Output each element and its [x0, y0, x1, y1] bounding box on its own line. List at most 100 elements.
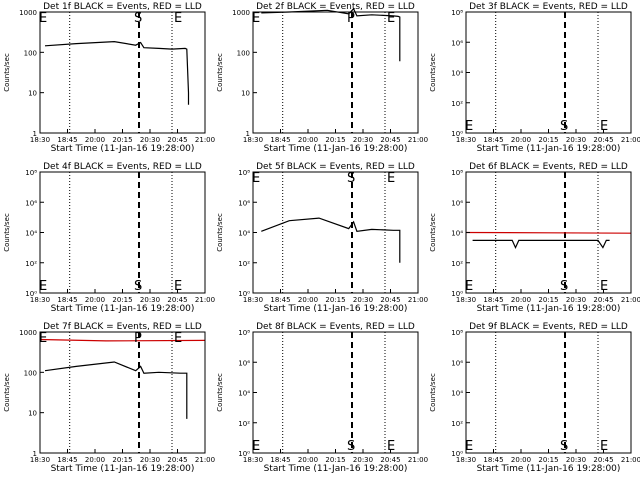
x-tick-label: 21:00 [621, 136, 640, 144]
y-tick-label: 1000 [19, 9, 37, 17]
plot-frame [252, 331, 419, 454]
x-tick-label: 20:00 [298, 456, 318, 464]
start-marker: S [134, 279, 142, 294]
detector-panel: Det 5f BLACK = Events, RED = LLD 10⁰ 10² 10… [213, 160, 428, 320]
plot-frame [465, 331, 632, 454]
detector-panel: Det 1f BLACK = Events, RED = LLD 1 10 100 10… [0, 0, 215, 160]
start-marker: S [560, 279, 568, 294]
y-tick-label: 10⁶ [238, 359, 250, 367]
end-marker-right: E [600, 439, 608, 454]
y-tick-label: 10² [451, 420, 463, 428]
x-tick-label: 20:30 [566, 296, 586, 304]
chart-title: Det 5f BLACK = Events, RED = LLD [256, 162, 415, 172]
y-tick-label: 100 [237, 49, 250, 57]
end-marker-right: E [174, 331, 182, 346]
y-tick-label: 10⁶ [451, 199, 463, 207]
chart-title: Det 9f BLACK = Events, RED = LLD [469, 322, 628, 332]
y-tick-label: 10⁸ [238, 169, 250, 177]
x-tick-label: 18:30 [243, 296, 263, 304]
x-tick-label: 20:30 [140, 456, 160, 464]
end-marker-left: E [39, 11, 47, 26]
detector-chart: Det 1f BLACK = Events, RED = LLD 1 10 100 10… [3, 2, 215, 154]
detector-chart: Det 2f BLACK = Events, RED = LLD 1 10 100 10… [216, 2, 428, 154]
x-tick-label: 20:15 [538, 296, 558, 304]
detector-chart: Det 4f BLACK = Events, RED = LLD 10⁰ 10² 10… [3, 162, 215, 314]
detector-panel: Det 9f BLACK = Events, RED = LLD 10⁰ 10² 10… [426, 320, 640, 480]
detector-chart: Det 8f BLACK = Events, RED = LLD 10⁰ 10² 10… [216, 322, 428, 474]
x-tick-label: 18:45 [57, 136, 77, 144]
end-marker-left: E [465, 439, 473, 454]
x-tick-label: 18:30 [243, 456, 263, 464]
end-marker-right: E [387, 11, 395, 26]
x-tick-label: 18:45 [57, 456, 77, 464]
x-axis-label: Start Time (11-Jan-16 19:28:00) [264, 144, 408, 154]
x-tick-label: 20:00 [511, 456, 531, 464]
x-tick-label: 20:45 [593, 136, 613, 144]
start-marker: P [134, 331, 142, 346]
x-tick-label: 20:30 [353, 456, 373, 464]
chart-title: Det 6f BLACK = Events, RED = LLD [469, 162, 628, 172]
x-axis-label: Start Time (11-Jan-16 19:28:00) [51, 304, 195, 314]
y-tick-label: 10⁴ [238, 230, 250, 238]
y-tick-label: 1 [246, 130, 250, 138]
x-axis-label: Start Time (11-Jan-16 19:28:00) [264, 304, 408, 314]
y-tick-label: 10⁸ [238, 329, 250, 337]
y-tick-label: 10⁰ [451, 290, 463, 298]
x-tick-label: 20:30 [566, 456, 586, 464]
y-tick-label: 10⁴ [451, 70, 463, 78]
chart-title: Det 3f BLACK = Events, RED = LLD [469, 2, 628, 12]
events-series-line [44, 40, 190, 105]
x-axis-label: Start Time (11-Jan-16 19:28:00) [477, 144, 621, 154]
x-tick-label: 20:15 [325, 296, 345, 304]
y-axis-label: Counts/sec [3, 373, 11, 412]
y-tick-label: 10⁶ [238, 199, 250, 207]
y-tick-label: 10⁸ [25, 169, 37, 177]
x-tick-label: 18:45 [270, 136, 290, 144]
y-tick-label: 1 [33, 450, 37, 458]
x-tick-label: 18:45 [483, 136, 503, 144]
x-tick-label: 18:30 [456, 136, 476, 144]
x-tick-label: 18:45 [270, 456, 290, 464]
x-tick-label: 20:45 [167, 136, 187, 144]
y-tick-label: 100 [24, 49, 37, 57]
start-marker: S [347, 171, 355, 186]
y-tick-label: 10² [238, 260, 250, 268]
x-tick-label: 20:30 [353, 296, 373, 304]
y-tick-label: 10² [25, 260, 37, 268]
y-tick-label: 10 [28, 410, 37, 418]
x-tick-label: 20:45 [380, 456, 400, 464]
x-tick-label: 20:15 [112, 136, 132, 144]
y-tick-label: 10² [451, 100, 463, 108]
start-marker: S [560, 119, 568, 134]
start-marker: S [134, 11, 142, 26]
x-tick-label: 21:00 [621, 296, 640, 304]
y-tick-label: 10⁰ [238, 450, 250, 458]
y-tick-label: 10⁶ [451, 39, 463, 47]
y-tick-label: 1000 [232, 9, 250, 17]
x-tick-label: 18:30 [456, 296, 476, 304]
x-tick-label: 21:00 [408, 136, 428, 144]
chart-title: Det 4f BLACK = Events, RED = LLD [43, 162, 202, 172]
x-tick-label: 20:45 [380, 296, 400, 304]
x-tick-label: 21:00 [408, 296, 428, 304]
y-tick-label: 10⁴ [451, 390, 463, 398]
y-tick-label: 10⁰ [25, 290, 37, 298]
x-axis-label: Start Time (11-Jan-16 19:28:00) [477, 304, 621, 314]
x-tick-label: 20:00 [85, 296, 105, 304]
x-tick-label: 20:00 [298, 296, 318, 304]
end-marker-left: E [39, 331, 47, 346]
detector-panel: Det 7f BLACK = Events, RED = LLD 1 10 100 10… [0, 320, 215, 480]
y-axis-label: Counts/sec [429, 373, 437, 412]
y-tick-label: 10⁰ [238, 290, 250, 298]
x-tick-label: 20:30 [140, 136, 160, 144]
detector-chart: Det 5f BLACK = Events, RED = LLD 10⁰ 10² 10… [216, 162, 428, 314]
x-tick-label: 18:30 [243, 136, 263, 144]
detector-chart: Det 7f BLACK = Events, RED = LLD 1 10 100 10… [3, 322, 215, 474]
y-tick-label: 10⁰ [451, 130, 463, 138]
y-tick-label: 10⁶ [451, 359, 463, 367]
x-tick-label: 20:15 [325, 136, 345, 144]
y-axis-label: Counts/sec [216, 373, 224, 412]
start-marker: S [347, 439, 355, 454]
lld-series-line [465, 231, 632, 234]
y-tick-label: 10⁴ [238, 390, 250, 398]
